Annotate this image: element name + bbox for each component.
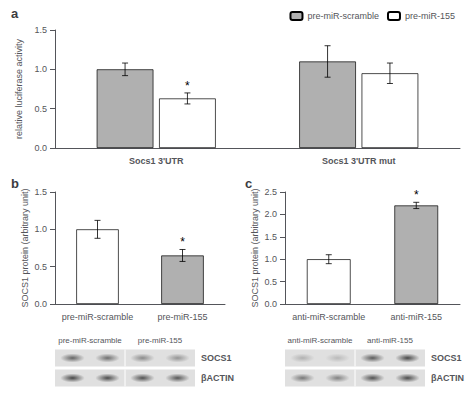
svg-text:*: * bbox=[185, 79, 190, 93]
svg-text:0.5: 0.5 bbox=[34, 262, 47, 272]
svg-text:relative luciferase activity: relative luciferase activity bbox=[14, 38, 24, 139]
svg-text:Socs1 3'UTR: Socs1 3'UTR bbox=[129, 156, 184, 166]
svg-text:2.5: 2.5 bbox=[264, 187, 277, 197]
svg-text:SOCS1: SOCS1 bbox=[431, 353, 462, 363]
svg-text:0.0: 0.0 bbox=[34, 143, 47, 153]
svg-text:anti-miR-scramble: anti-miR-scramble bbox=[288, 336, 353, 345]
svg-text:a: a bbox=[11, 6, 19, 21]
svg-text:pre-miR-155: pre-miR-155 bbox=[138, 336, 183, 345]
svg-text:1.5: 1.5 bbox=[34, 25, 47, 35]
svg-text:SOCS1: SOCS1 bbox=[201, 353, 232, 363]
svg-text:1.0: 1.0 bbox=[34, 64, 47, 74]
svg-text:Socs1 3'UTR mut: Socs1 3'UTR mut bbox=[322, 156, 396, 166]
svg-text:anti-miR-155: anti-miR-155 bbox=[390, 312, 442, 322]
svg-text:0.5: 0.5 bbox=[34, 104, 47, 114]
svg-text:2.0: 2.0 bbox=[264, 209, 277, 219]
svg-text:SOCS1 protein (arbitrary unit): SOCS1 protein (arbitrary unit) bbox=[20, 188, 30, 307]
svg-text:1.5: 1.5 bbox=[264, 232, 277, 242]
svg-text:1.0: 1.0 bbox=[34, 224, 47, 234]
svg-text:pre-miR-155: pre-miR-155 bbox=[405, 11, 455, 21]
svg-text:*: * bbox=[180, 235, 185, 249]
svg-text:0.5: 0.5 bbox=[264, 277, 277, 287]
svg-text:pre-miR-scramble: pre-miR-scramble bbox=[307, 11, 379, 21]
svg-text:c: c bbox=[245, 176, 252, 191]
svg-text:pre-miR-155: pre-miR-155 bbox=[157, 312, 207, 322]
svg-text:0.0: 0.0 bbox=[264, 299, 277, 309]
svg-text:1.0: 1.0 bbox=[264, 254, 277, 264]
svg-text:pre-miR-scramble: pre-miR-scramble bbox=[58, 336, 122, 345]
svg-text:b: b bbox=[11, 176, 19, 191]
svg-text:1.5: 1.5 bbox=[34, 187, 47, 197]
svg-text:pre-miR-scramble: pre-miR-scramble bbox=[62, 312, 134, 322]
svg-text:*: * bbox=[414, 188, 419, 202]
svg-text:βACTIN: βACTIN bbox=[431, 373, 464, 383]
svg-text:SOCS1 protein (arbitrary unit): SOCS1 protein (arbitrary unit) bbox=[250, 188, 260, 307]
svg-text:anti-miR-scramble: anti-miR-scramble bbox=[292, 312, 365, 322]
svg-text:anti-miR-155: anti-miR-155 bbox=[367, 336, 413, 345]
svg-text:0.0: 0.0 bbox=[34, 299, 47, 309]
svg-text:βACTIN: βACTIN bbox=[201, 373, 234, 383]
